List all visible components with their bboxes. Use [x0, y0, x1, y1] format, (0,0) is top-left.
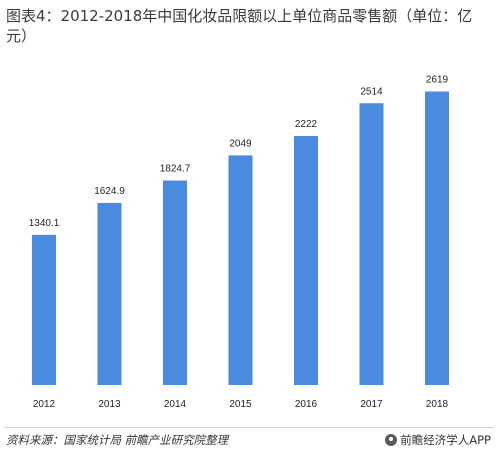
footer-divider [4, 427, 493, 428]
value-labels-group: 1340.1 1624.9 1824.7 2049 2222 2514 2619 [29, 74, 449, 228]
value-label-2018: 2619 [426, 74, 449, 85]
brand-logo-icon [385, 434, 398, 446]
bar-2014 [163, 180, 187, 385]
value-label-2012: 1340.1 [29, 218, 60, 229]
x-tick-2013: 2013 [98, 399, 121, 410]
value-label-2014: 1824.7 [160, 164, 191, 175]
bar-2017 [359, 103, 384, 386]
x-tick-2014: 2014 [164, 399, 187, 410]
brand-name: 前瞻经济学人APP [400, 433, 491, 447]
chart-title: 图表4：2012-2018年中国化妆品限额以上单位商品零售额（单位：亿元） [6, 7, 473, 45]
bar-2012 [32, 234, 56, 385]
brand-credit: 前瞻经济学人APP [385, 432, 491, 448]
bar-2018 [425, 91, 449, 385]
bars-group [32, 91, 449, 386]
x-tick-2012: 2012 [33, 399, 56, 410]
x-tick-2017: 2017 [360, 399, 383, 410]
bar-2016 [294, 135, 318, 385]
source-note: 资料来源：国家统计局 前瞻产业研究院整理 [6, 433, 229, 447]
value-label-2015: 2049 [229, 138, 252, 149]
x-tick-2015: 2015 [229, 399, 252, 410]
bar-2015 [228, 155, 253, 385]
x-tick-labels-group: 2012 2013 2014 2015 2016 2017 2018 [33, 399, 449, 410]
value-label-2017: 2514 [360, 86, 383, 97]
bar-2013 [97, 202, 122, 385]
x-tick-2018: 2018 [426, 399, 449, 410]
x-tick-2016: 2016 [295, 399, 318, 410]
value-label-2013: 1624.9 [94, 186, 125, 197]
value-label-2016: 2222 [295, 119, 318, 130]
